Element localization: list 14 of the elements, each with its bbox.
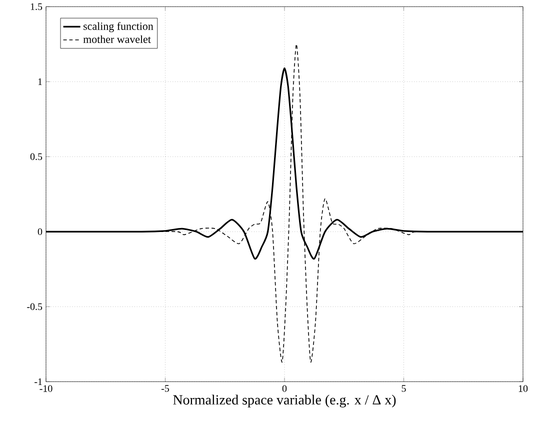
x-tick-label: -10 — [40, 385, 52, 392]
x-tick-label: -5 — [161, 385, 170, 392]
y-tick-label: -1 — [34, 378, 42, 386]
y-tick-label: 0.5 — [30, 153, 42, 160]
x-tick-label: 10 — [518, 385, 528, 392]
legend-label: scaling function — [84, 22, 154, 32]
y-tick-label: -0.5 — [27, 303, 42, 310]
y-tick-label: 1 — [38, 78, 42, 86]
legend-label: mother wavelet — [83, 35, 151, 44]
x-axis-title: Normalized space variable (e.g. x / Δ x) — [173, 394, 396, 408]
x-tick-label: 5 — [402, 385, 406, 392]
x-tick-label: 0 — [282, 385, 287, 392]
y-tick-label: 0 — [38, 228, 42, 236]
y-tick-label: 1.5 — [30, 3, 42, 10]
